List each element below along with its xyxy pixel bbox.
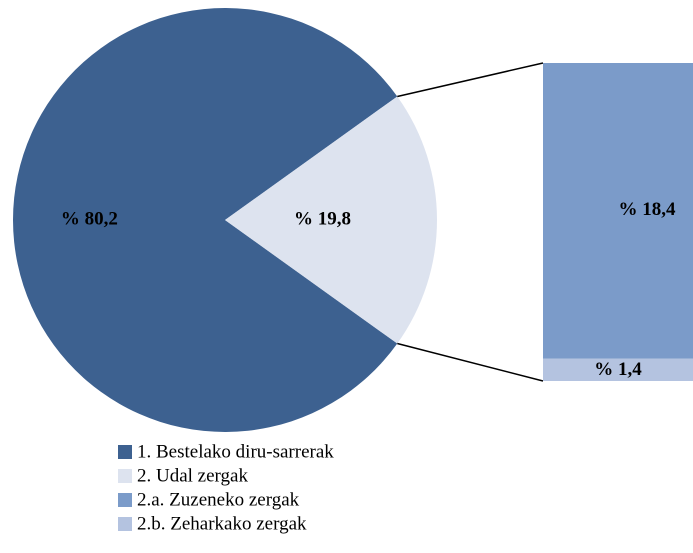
pie-slice — [225, 96, 438, 344]
legend-swatch — [118, 517, 132, 531]
connector — [397, 342, 544, 382]
bar-segment — [543, 63, 693, 359]
bar-segment — [543, 358, 693, 381]
legend-swatch — [118, 493, 132, 507]
legend-label: 2.b. Zeharkako zergak — [137, 513, 307, 534]
connector — [397, 62, 544, 98]
legend-swatch — [118, 469, 132, 483]
pie-slice — [13, 8, 398, 433]
legend-label: 2. Udal zergak — [137, 465, 248, 486]
slice-label: % 19,8 — [294, 208, 351, 229]
slice-label: % 80,2 — [61, 208, 118, 229]
legend-label: 1. Bestelako diru-sarrerak — [137, 441, 334, 462]
bar-label: % 1,4 — [594, 359, 642, 380]
legend-swatch — [118, 445, 132, 459]
legend-label: 2.a. Zuzeneko zergak — [137, 489, 300, 510]
bar-label: % 18,4 — [619, 199, 677, 220]
